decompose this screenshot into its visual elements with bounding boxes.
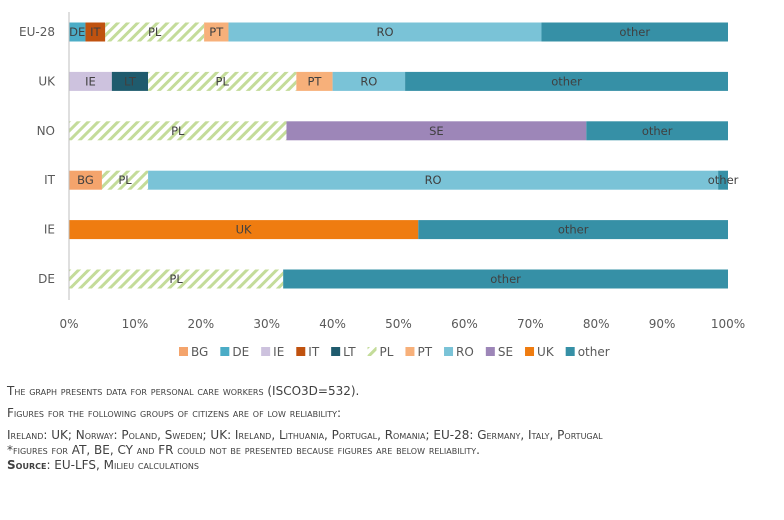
- bar-uk-other: [405, 71, 728, 91]
- x-tick-label: 90%: [649, 317, 676, 331]
- legend-label-bg: BG: [191, 345, 208, 359]
- bar-eu-28-it: [85, 22, 106, 42]
- bar-label-eu-28-de: DE: [69, 25, 85, 39]
- bar-label-it-bg: BG: [77, 173, 94, 187]
- legend-swatch-ro: [444, 347, 454, 356]
- bar-eu-28-de: [69, 22, 86, 42]
- bar-label-uk-pt: PT: [307, 74, 322, 88]
- bar-label-no-se: SE: [429, 124, 444, 138]
- bar-eu-28-ro: [228, 22, 542, 42]
- legend-swatch-lt: [331, 347, 341, 356]
- x-tick-label: 0%: [59, 317, 78, 331]
- note-source: Source: EU-LFS, Milieu calculations: [7, 458, 777, 473]
- bar-no-se: [286, 121, 587, 141]
- bar-ie-other: [418, 220, 728, 240]
- legend-label-ie: IE: [273, 345, 284, 359]
- legend-swatch-it: [296, 347, 306, 356]
- bar-uk-pt: [296, 71, 333, 91]
- bar-uk-pl: [148, 71, 297, 91]
- legend: BG DE IE IT LT PL PT RO SE UK other: [179, 345, 610, 359]
- bar-it-pl: [101, 170, 149, 190]
- x-tick-label: 10%: [122, 317, 149, 331]
- bar-label-it-other: other: [708, 173, 739, 187]
- bar-label-ie-uk: UK: [236, 223, 252, 237]
- bar-label-ie-other: other: [558, 223, 589, 237]
- bar-label-it-ro: RO: [425, 173, 442, 187]
- bar-uk-ie: [69, 71, 112, 91]
- legend-label-pl: PL: [380, 345, 394, 359]
- bar-ie-uk: [69, 220, 419, 240]
- note-occupation: The graph presents data for personal car…: [7, 384, 360, 398]
- bar-eu-28-pl: [105, 22, 205, 42]
- legend-label-lt: LT: [343, 345, 356, 359]
- bar-uk-lt: [111, 71, 149, 91]
- x-axis: 0% 10% 20% 30% 40% 50% 60% 70% 80% 90% 100%: [59, 317, 745, 331]
- legend-swatch-de: [220, 347, 230, 356]
- legend-label-uk: UK: [537, 345, 555, 359]
- bar-it-ro: [148, 170, 719, 190]
- bar-label-eu-28-other: other: [619, 25, 650, 39]
- source-label: Source: [7, 458, 47, 472]
- bar-label-uk-ie: IE: [85, 74, 96, 88]
- bar-label-it-pl: PL: [118, 173, 132, 187]
- legend-swatch-bg: [179, 347, 188, 356]
- category-label-uk: UK: [38, 74, 56, 88]
- category-label-ie: IE: [44, 223, 55, 237]
- x-tick-label: 20%: [187, 317, 214, 331]
- note-excluded-countries: *figures for AT, BE, CY and FR could not…: [7, 443, 480, 457]
- x-tick-label: 70%: [517, 317, 544, 331]
- category-label-eu-28: EU-28: [19, 25, 55, 39]
- bar-label-no-other: other: [642, 124, 673, 138]
- bar-label-uk-pl: PL: [216, 74, 230, 88]
- x-tick-label: 80%: [583, 317, 610, 331]
- bars-layer: DE IT PL PT RO other IE LT PL PT RO other PL SE other B…: [69, 22, 739, 289]
- category-label-it: IT: [44, 173, 56, 187]
- bar-label-eu-28-pt: PT: [209, 25, 224, 39]
- bar-label-de-pl: PL: [169, 272, 183, 286]
- legend-swatch-uk: [525, 347, 535, 356]
- category-label-de: DE: [38, 272, 55, 286]
- note-low-reliability-list: Ireland: UK; Norway: Poland, Sweden; UK:…: [7, 428, 603, 442]
- x-tick-label: 60%: [451, 317, 478, 331]
- bar-it-other: [718, 170, 728, 190]
- bar-eu-28-other: [541, 22, 728, 42]
- chart-notes: The graph presents data for personal car…: [7, 384, 777, 473]
- legend-label-pt: PT: [417, 345, 432, 359]
- y-axis: EU-28 UK NO IT IE DE: [19, 12, 70, 300]
- legend-label-it: IT: [308, 345, 320, 359]
- bar-no-other: [586, 121, 728, 141]
- bar-label-no-pl: PL: [171, 124, 185, 138]
- note-reliability: Figures for the following groups of citi…: [7, 406, 342, 420]
- bar-uk-ro: [332, 71, 406, 91]
- x-tick-label: 100%: [711, 317, 745, 331]
- source-text: : EU-LFS, Milieu calculations: [46, 458, 199, 472]
- bar-label-eu-28-it: IT: [90, 25, 101, 39]
- legend-swatch-se: [485, 347, 495, 356]
- x-tick-label: 40%: [319, 317, 346, 331]
- legend-label-de: DE: [232, 345, 249, 359]
- legend-label-other: other: [578, 345, 610, 359]
- bar-label-uk-lt: LT: [124, 74, 137, 88]
- bar-label-eu-28-pl: PL: [148, 25, 162, 39]
- bar-de-other: [283, 269, 728, 289]
- category-label-no: NO: [37, 124, 55, 138]
- bar-eu-28-pt: [204, 22, 229, 42]
- bar-label-eu-28-ro: RO: [376, 25, 393, 39]
- bar-label-uk-ro: RO: [360, 74, 377, 88]
- bar-label-uk-other: other: [551, 74, 582, 88]
- bar-de-pl: [69, 269, 284, 289]
- bar-label-de-other: other: [490, 272, 521, 286]
- bar-it-bg: [69, 170, 102, 190]
- legend-label-se: SE: [498, 345, 513, 359]
- legend-swatch-ie: [261, 347, 271, 356]
- bar-no-pl: [69, 121, 287, 141]
- x-tick-label: 30%: [253, 317, 280, 331]
- legend-swatch-other: [565, 347, 575, 356]
- legend-swatch-pt: [405, 347, 415, 356]
- legend-swatch-pl: [367, 347, 377, 356]
- x-tick-label: 50%: [385, 317, 412, 331]
- legend-label-ro: RO: [456, 345, 474, 359]
